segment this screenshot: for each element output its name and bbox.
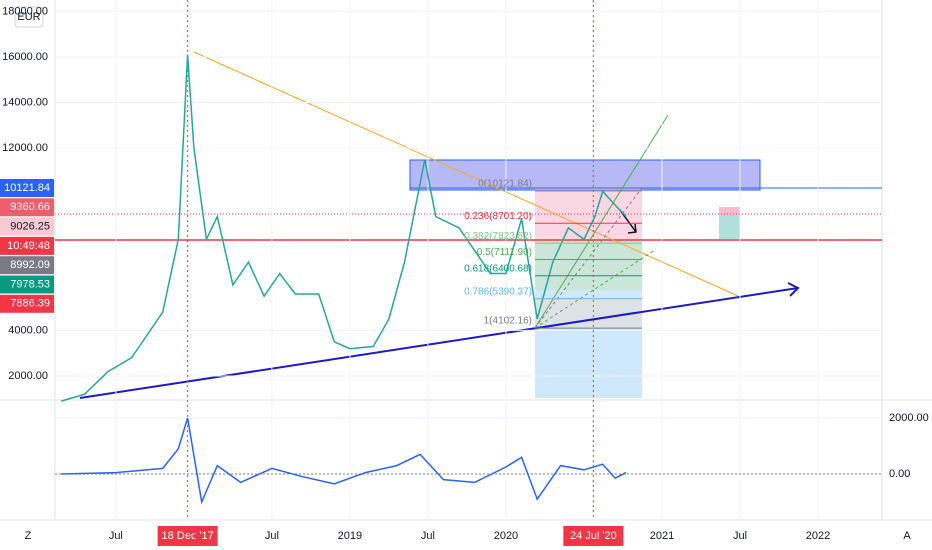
price-badge-label: 10121.84: [4, 182, 50, 194]
y-tick-label: 14000.00: [2, 96, 48, 108]
y-tick-label: 2000.00: [8, 370, 48, 382]
price-badge-label: 7978.53: [10, 278, 50, 290]
trend-line: [79, 287, 799, 399]
x-tick-label: 2022: [806, 530, 830, 542]
x-tick-label: Jul: [421, 530, 435, 542]
event-label-bg: [157, 526, 218, 546]
x-tick-label: Jul: [733, 530, 747, 542]
trend-line: [534, 187, 643, 329]
price-badge: [0, 275, 54, 294]
series-line: [61, 417, 627, 505]
x-tick-label: 24 Jul '20: [570, 530, 617, 542]
price-badge-label: 10:49:48: [7, 240, 50, 252]
y-tick-label: 12000.00: [2, 142, 48, 154]
x-tick-label: Jul: [265, 530, 279, 542]
y-tick-label: 18000.00: [2, 5, 48, 17]
y-tick-label: 0.00: [889, 468, 910, 480]
timezone-button[interactable]: Z: [25, 530, 32, 542]
price-badge: [0, 198, 54, 217]
x-tick-label: Jul: [109, 530, 123, 542]
x-tick-label: 2019: [338, 530, 362, 542]
trend-line: [534, 114, 669, 329]
fib-zone: [535, 298, 642, 328]
range-box: [409, 159, 761, 191]
x-tick-label: 2021: [650, 530, 674, 542]
x-tick-label: 2020: [494, 530, 518, 542]
x-tick-label: 18 Dec '17: [162, 530, 214, 542]
series-line: [60, 54, 627, 402]
fib-zone: [535, 240, 642, 290]
fib-label: 0.236(8701.20): [464, 211, 532, 222]
fib-label: 0(10121.84): [478, 179, 532, 190]
fib-label: 0.382(7823.82): [464, 231, 532, 242]
fib-label: 0.5(7111.90): [477, 247, 532, 258]
arrow-head: [787, 282, 800, 297]
price-badge: [0, 294, 54, 313]
y-tick-label: 4000.00: [8, 324, 48, 336]
fib-label: 0.618(6400.68): [464, 263, 532, 274]
y-tick-label: 16000.00: [2, 51, 48, 63]
price-badge-label: 9026.25: [10, 221, 50, 233]
price-badge-label: 8992.09: [10, 259, 50, 271]
currency-label: EUR: [17, 11, 40, 23]
y-tick-label: 2000.00: [889, 412, 929, 424]
small-position: [719, 207, 740, 216]
currency-box: [14, 6, 44, 28]
fib-label: 1(4102.16): [484, 316, 532, 327]
price-badge-label: 9360.66: [10, 201, 50, 213]
event-label-bg: [563, 526, 624, 546]
price-badge: [0, 179, 54, 197]
price-badge: [0, 217, 54, 236]
price-badge-label: 7886.39: [10, 298, 50, 310]
auto-scale-button[interactable]: A: [903, 530, 911, 542]
fib-label: 0.786(5390.37): [464, 286, 532, 297]
price-badge: [0, 236, 54, 255]
price-badge: [0, 256, 54, 275]
